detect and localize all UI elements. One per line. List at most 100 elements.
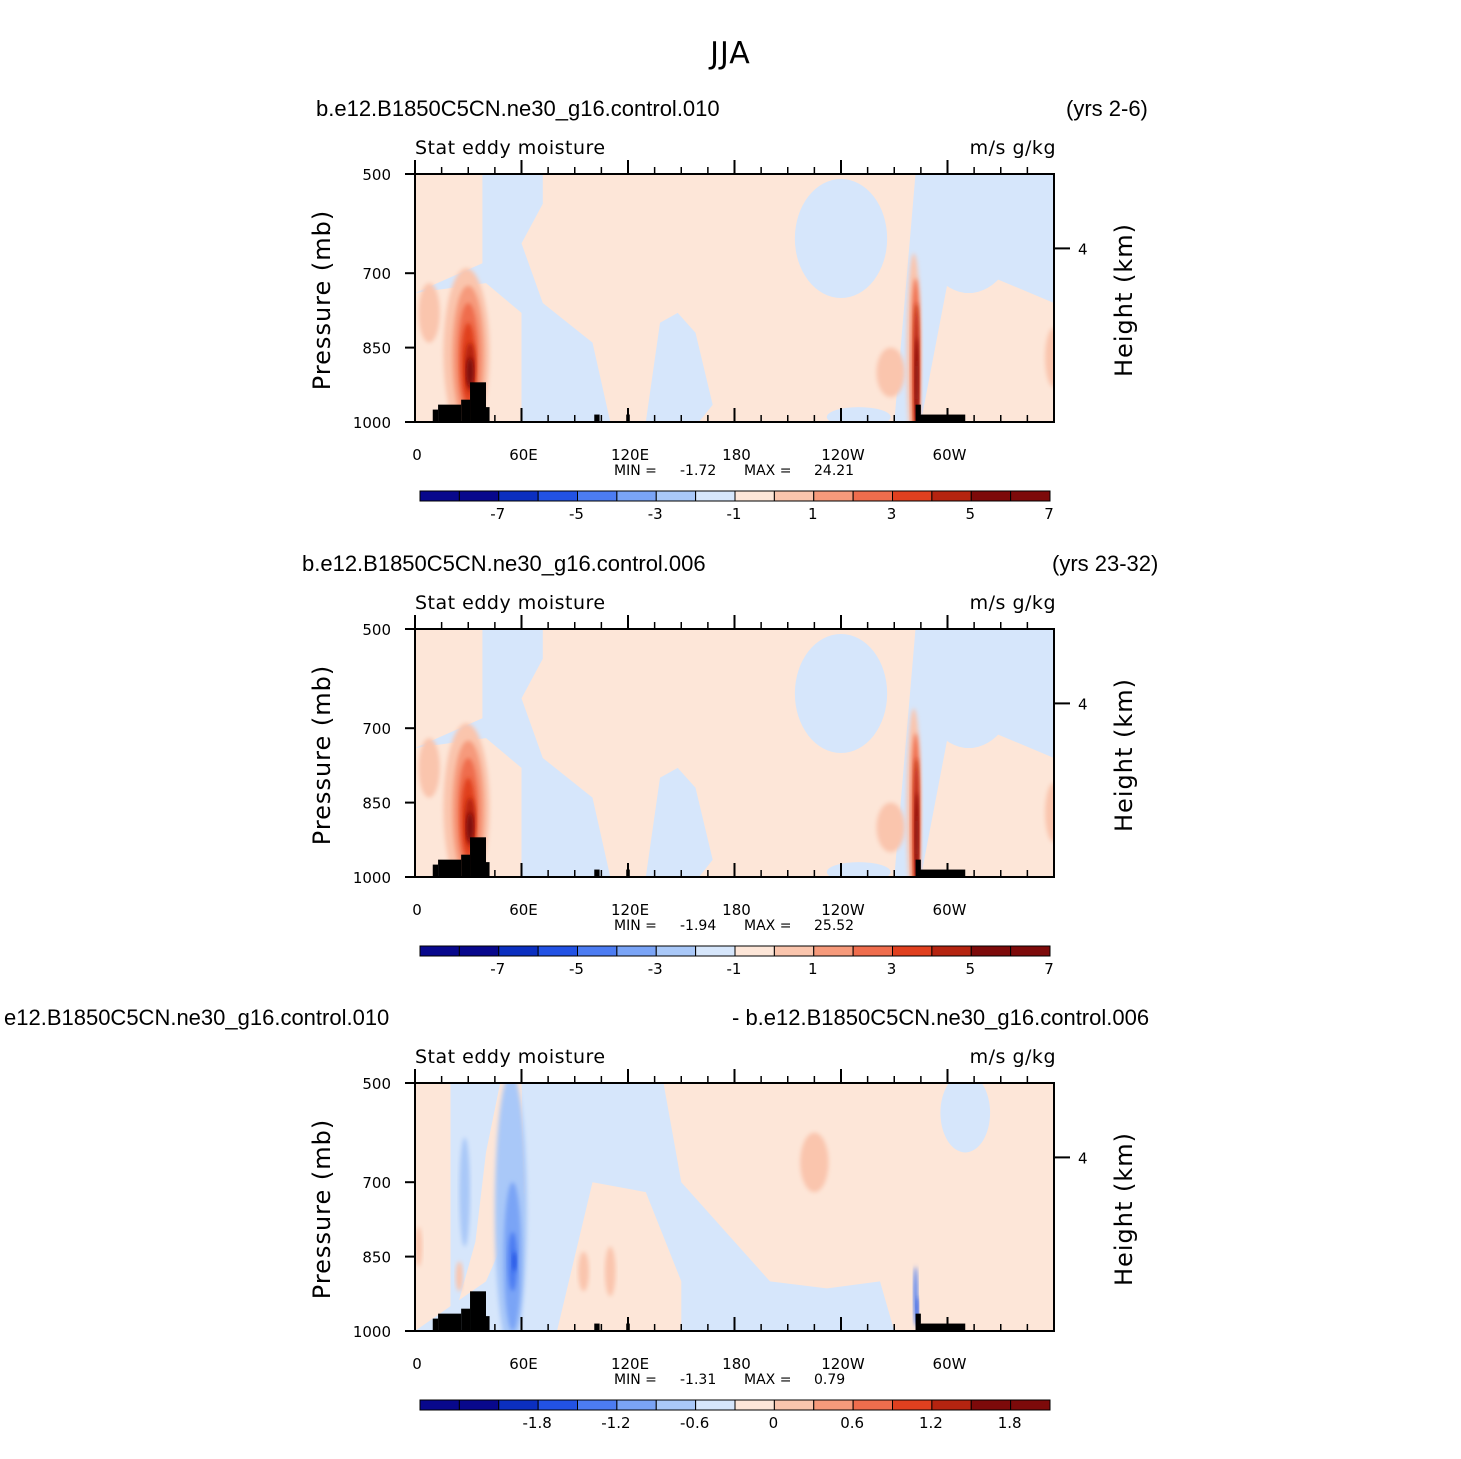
colorbar-swatch (1010, 1399, 1051, 1411)
colorbar-swatch (734, 490, 775, 502)
colorbar-swatch (655, 490, 697, 502)
y-axis-title: Pressure (mb) (308, 665, 336, 845)
terrain-block (915, 1313, 921, 1331)
negative-region-pacific (770, 1281, 895, 1331)
colorbar-swatch (616, 1399, 657, 1411)
panel-1-case-right: (yrs 2-6) (1066, 96, 1148, 121)
negative-filament (459, 1137, 471, 1247)
colorbar-swatch (419, 1399, 460, 1411)
colorbar-swatch (852, 490, 893, 502)
y2-tick-label: 4 (1078, 240, 1088, 258)
colorbar-swatch (773, 945, 815, 957)
terrain-block (438, 859, 462, 877)
colorbar-label: 3 (887, 505, 897, 523)
negative-pocket-1 (826, 407, 891, 422)
x-tick-label: 60W (933, 446, 967, 464)
min-value: -1.31 (680, 1372, 716, 1388)
contour-field (415, 629, 1054, 877)
subtitle-right: m/s g/kg (970, 1046, 1056, 1068)
colorbar-swatch (616, 490, 657, 502)
max-label: MAX = (744, 463, 791, 479)
y-tick-label: 500 (362, 166, 391, 184)
y2-tick-label: 4 (1078, 695, 1088, 713)
colorbar-swatch (537, 490, 578, 502)
subtitle-right: m/s g/kg (970, 137, 1056, 159)
y2-axis-title: Height (km) (1110, 678, 1138, 832)
terrain-block (438, 1313, 462, 1331)
colorbar-label: -1 (727, 505, 742, 523)
colorbar-label: -1 (727, 960, 742, 978)
max-andes-l4 (915, 792, 919, 877)
max-value: 25.52 (814, 918, 854, 934)
colorbar-swatch (813, 945, 854, 957)
panel-3: Stat eddy moisture m/s g/kg 500 700 850 1000 4… (308, 1046, 1138, 1432)
contour-field (415, 174, 1054, 422)
terrain-block (594, 869, 600, 877)
x-tick-label: 0 (412, 901, 422, 919)
positive-bulge-east (876, 347, 905, 398)
x-tick-label: 60E (509, 901, 538, 919)
y-tick-label: 500 (362, 621, 391, 639)
colorbar-swatch (1010, 490, 1051, 502)
y2-axis-title: Height (km) (1110, 223, 1138, 377)
y2-tick-label: 4 (1078, 1149, 1088, 1167)
terrain-block (486, 1316, 490, 1331)
colorbar-swatch (498, 1399, 539, 1411)
min-l4 (512, 1251, 517, 1272)
colorbar-swatch (970, 1399, 1012, 1411)
x-tick-label: 60W (933, 1355, 967, 1373)
positive-region-pacific (699, 777, 895, 877)
max-label: MAX = (744, 918, 791, 934)
y-tick-label: 850 (362, 340, 391, 358)
colorbar-label: 0.6 (840, 1414, 864, 1432)
y-tick-label: 1000 (353, 414, 391, 432)
positive-region-pacific (699, 322, 895, 422)
colorbar-swatch (537, 945, 578, 957)
colorbar-swatch (931, 945, 972, 957)
panel-2-case-left: b.e12.B1850C5CN.ne30_g16.control.006 (302, 551, 706, 576)
positive-region-mid (557, 1182, 682, 1331)
colorbar-label: 5 (965, 505, 975, 523)
x-tick-label: 180 (722, 901, 751, 919)
colorbar-label: -1.8 (522, 1414, 551, 1432)
x-tick-label: 60E (509, 1355, 538, 1373)
colorbar-swatch (616, 945, 657, 957)
y-tick-label: 1000 (353, 869, 391, 887)
terrain-block (432, 864, 439, 877)
terrain-block (432, 1318, 439, 1331)
max-africa-l6 (466, 812, 474, 843)
x-tick-label: 120E (611, 1355, 649, 1373)
colorbar-swatch (892, 945, 933, 957)
x-tick-label: 60W (933, 901, 967, 919)
colorbar-swatch (773, 1399, 815, 1411)
colorbar-swatch (458, 945, 500, 957)
colorbar-label: 1.8 (998, 1414, 1022, 1432)
terrain-block (432, 409, 439, 422)
colorbar-label: 5 (965, 960, 975, 978)
colorbar-swatch (773, 490, 815, 502)
terrain-block (438, 404, 462, 422)
colorbar-swatch (419, 945, 460, 957)
colorbar-swatch (734, 1399, 775, 1411)
colorbar-label: -7 (490, 960, 505, 978)
min-value: -1.94 (680, 918, 716, 934)
y-tick-label: 700 (362, 1174, 391, 1192)
colorbar-swatch (695, 490, 736, 502)
x-tick-label: 120W (821, 446, 865, 464)
colorbar-label: -1.2 (601, 1414, 630, 1432)
max-value: 0.79 (814, 1372, 845, 1388)
negative-region-east (919, 629, 1019, 749)
colorbar-swatch (892, 490, 933, 502)
y2-axis-title: Height (km) (1110, 1132, 1138, 1286)
min-label: MIN = (614, 918, 657, 934)
colorbar-swatch (931, 490, 972, 502)
colorbar-label: 1.2 (919, 1414, 943, 1432)
subtitle-left: Stat eddy moisture (415, 1046, 606, 1068)
colorbar-swatch (931, 1399, 972, 1411)
y-tick-label: 1000 (353, 1323, 391, 1341)
contour-field (415, 1083, 1054, 1331)
terrain-block (470, 837, 486, 877)
terrain-block (915, 859, 921, 877)
colorbar-swatch (813, 1399, 854, 1411)
positive-spot-1 (578, 1251, 589, 1292)
